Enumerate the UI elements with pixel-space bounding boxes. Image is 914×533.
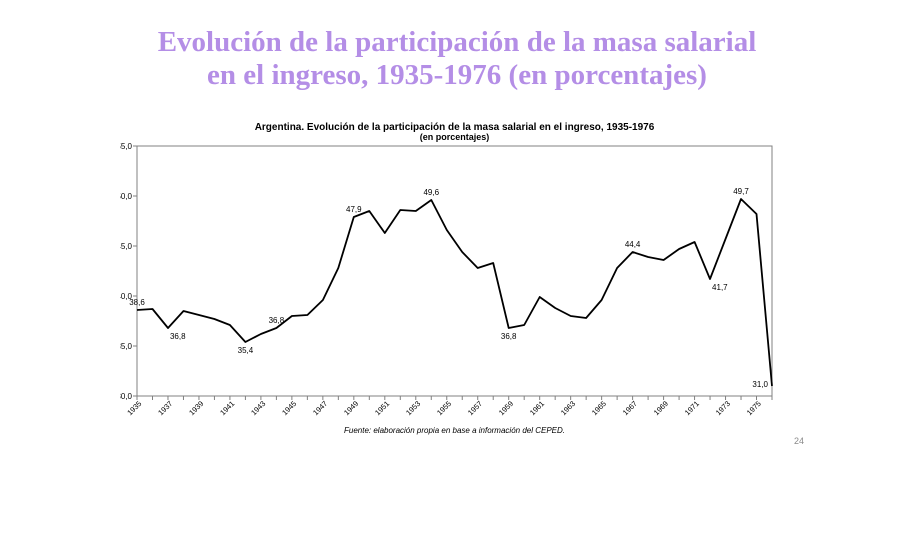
line-chart: Argentina. Evolución de la participación…: [120, 118, 800, 448]
x-tick-label: 1955: [435, 399, 453, 417]
plot-area-frame: [136, 145, 773, 397]
data-label: 49,7: [733, 187, 749, 196]
data-label: 38,6: [129, 298, 145, 307]
x-tick-label: 1971: [683, 399, 701, 417]
x-tick-label: 1957: [466, 399, 484, 417]
x-tick-label: 1941: [218, 399, 236, 417]
x-tick-label: 1967: [621, 399, 639, 417]
slide-title: Evolución de la participación de la masa…: [0, 26, 914, 92]
y-tick-label: 55,0: [120, 142, 133, 151]
slide-title-line-2: en el ingreso, 1935-1976 (en porcentajes…: [207, 59, 707, 91]
chart-canvas: Argentina. Evolución de la participación…: [120, 122, 773, 435]
y-tick-label: 50,0: [120, 192, 133, 201]
y-tick-label: 45,0: [120, 242, 133, 251]
chart-source-note: Fuente: elaboración propia en base a inf…: [344, 426, 565, 435]
x-tick-label: 1973: [714, 399, 732, 417]
x-tick-label: 1953: [404, 399, 422, 417]
x-tick-label: 1935: [125, 399, 143, 417]
data-label: 36,8: [269, 316, 285, 325]
x-tick-label: 1943: [249, 399, 267, 417]
x-tick-label: 1959: [497, 399, 515, 417]
x-tick-label: 1961: [528, 399, 546, 417]
data-label: 36,8: [501, 332, 517, 341]
x-tick-label: 1965: [590, 399, 608, 417]
y-tick-label: 35,0: [120, 342, 133, 351]
x-tick-label: 1951: [373, 399, 391, 417]
page-number: 24: [794, 436, 805, 446]
data-label: 49,6: [423, 188, 439, 197]
chart-subtitle: (en porcentajes): [420, 132, 490, 142]
data-label: 44,4: [625, 240, 641, 249]
series-line: [136, 198, 773, 387]
x-tick-label: 1937: [156, 399, 174, 417]
data-label: 36,8: [170, 332, 186, 341]
data-label: 47,9: [346, 205, 362, 214]
data-label: 41,7: [712, 283, 728, 292]
data-label: 31,0: [752, 380, 768, 389]
x-tick-label: 1975: [745, 399, 763, 417]
chart-title: Argentina. Evolución de la participación…: [255, 122, 655, 133]
y-tick-label: 40,0: [120, 292, 133, 301]
x-tick-label: 1939: [187, 399, 205, 417]
x-tick-label: 1969: [652, 399, 670, 417]
y-tick-label: 30,0: [120, 392, 133, 401]
slide-title-line-1: Evolución de la participación de la masa…: [157, 26, 757, 58]
data-label: 35,4: [238, 346, 254, 355]
x-tick-label: 1949: [342, 399, 360, 417]
x-tick-label: 1945: [280, 399, 298, 417]
x-tick-label: 1947: [311, 399, 329, 417]
x-tick-label: 1963: [559, 399, 577, 417]
